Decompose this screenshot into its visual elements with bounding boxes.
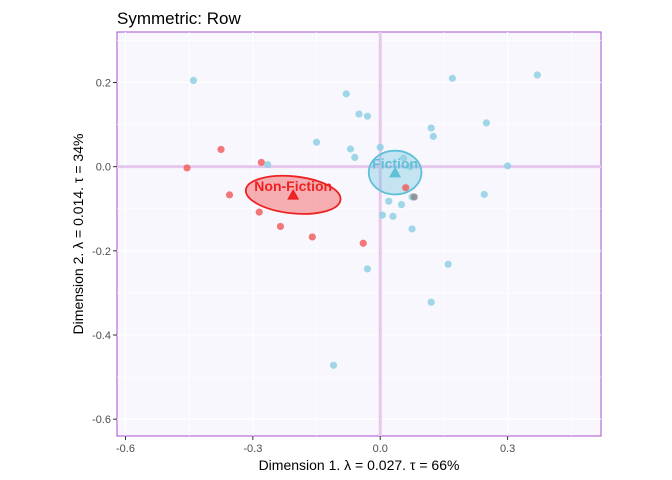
point-fiction xyxy=(355,110,363,118)
x-tick-label: -0.6 xyxy=(116,443,135,455)
group-labels: Non-Fiction Fiction xyxy=(254,156,418,194)
reference-lines xyxy=(117,32,601,436)
point-non-fiction xyxy=(308,233,316,241)
y-axis-ticks: 0.2 0.0 -0.2 -0.4 -0.6 xyxy=(92,78,117,426)
point-non-fiction xyxy=(276,222,285,231)
x-tick-label: 0.3 xyxy=(500,443,515,455)
point-fiction xyxy=(533,71,541,79)
y-axis-label: Dimension 2. λ = 0.014. τ = 34% xyxy=(70,134,86,335)
point-fiction xyxy=(408,225,416,233)
point-fiction xyxy=(389,212,397,220)
centroids xyxy=(287,166,402,200)
point-fiction xyxy=(448,74,457,82)
y-tick-label: -0.4 xyxy=(92,330,111,342)
point-non-fiction xyxy=(402,184,410,192)
point-overlap xyxy=(410,193,418,201)
point-fiction xyxy=(346,145,355,153)
point-fiction xyxy=(329,361,338,369)
point-fiction xyxy=(376,143,384,151)
panel-background xyxy=(116,31,602,437)
grid xyxy=(117,32,601,436)
data-points xyxy=(183,71,541,369)
point-fiction xyxy=(427,298,435,306)
group-label-non-fiction: Non-Fiction xyxy=(254,178,332,194)
point-fiction xyxy=(363,265,372,273)
centroid-non-fiction xyxy=(287,188,300,200)
point-non-fiction xyxy=(217,145,225,154)
point-fiction xyxy=(482,119,490,127)
centroid-fiction xyxy=(389,166,402,178)
x-axis-ticks: -0.6 -0.3 0.0 0.3 xyxy=(116,436,515,455)
point-non-fiction xyxy=(255,208,263,216)
point-fiction xyxy=(342,90,350,98)
point-fiction xyxy=(503,162,512,170)
point-fiction xyxy=(427,124,435,132)
chart-title: Symmetric: Row xyxy=(117,9,241,28)
point-fiction xyxy=(312,138,321,146)
plot-panel xyxy=(116,31,602,437)
point-non-fiction xyxy=(257,158,265,167)
point-fiction xyxy=(363,112,372,120)
point-fiction xyxy=(406,163,414,171)
point-fiction xyxy=(385,197,393,205)
point-fiction xyxy=(444,260,452,268)
point-fiction xyxy=(351,153,359,162)
point-fiction xyxy=(429,132,437,140)
point-non-fiction xyxy=(359,239,367,247)
point-fiction xyxy=(399,154,408,162)
x-tick-label: -0.3 xyxy=(243,443,262,455)
x-axis-label: Dimension 1. λ = 0.027. τ = 66% xyxy=(259,457,460,473)
point-fiction xyxy=(378,211,386,219)
y-tick-label: 0.2 xyxy=(96,78,111,90)
point-fiction xyxy=(189,76,198,84)
y-tick-label: 0.0 xyxy=(96,162,111,174)
y-tick-label: -0.2 xyxy=(92,246,111,258)
point-fiction xyxy=(264,160,272,169)
point-fiction xyxy=(397,200,406,209)
x-tick-label: 0.0 xyxy=(373,443,388,455)
group-label-fiction: Fiction xyxy=(372,156,418,172)
point-non-fiction xyxy=(225,191,234,199)
y-tick-label: -0.6 xyxy=(92,414,111,426)
point-fiction xyxy=(480,190,488,199)
point-non-fiction xyxy=(183,164,191,172)
